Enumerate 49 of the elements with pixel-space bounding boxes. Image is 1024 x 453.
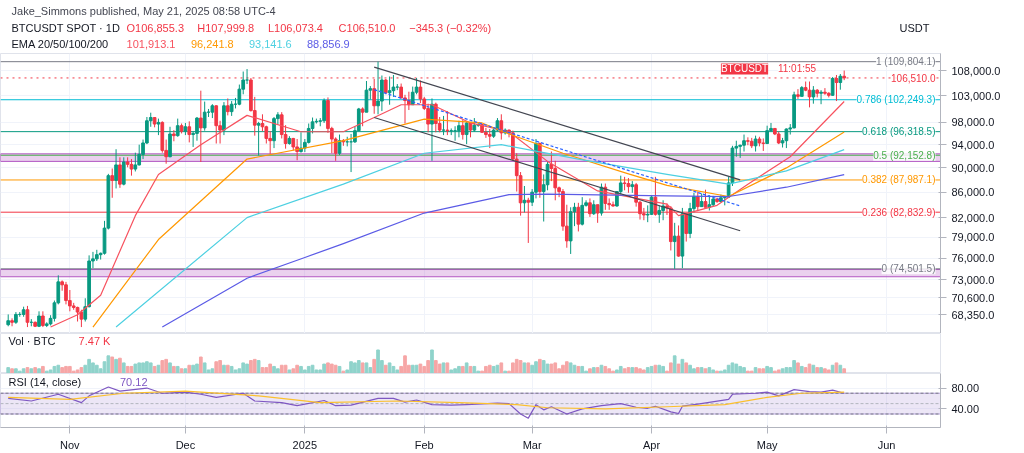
y-tick-label: 68,350.0: [951, 308, 995, 321]
ref-line-label: 0 (74,501.5): [881, 263, 936, 275]
text: EMA 20/50/100/200: [11, 37, 109, 50]
y-tick-label: 79,000.0: [951, 231, 995, 244]
text: −345.3 (−0.32%): [409, 21, 492, 34]
text: 93,141.6: [248, 37, 292, 50]
text: C106,510.0: [338, 21, 396, 34]
y-tick-label: 94,000.0: [951, 138, 995, 151]
y-tick-label: 80.00: [951, 382, 980, 395]
y-tick-label: 70,600.0: [951, 291, 995, 304]
annotation: 70.12: [120, 375, 148, 388]
y-tick-label: 98,000.0: [951, 116, 995, 129]
text: Jake_Simmons published, May 21, 2025 08:58 UTC-4: [11, 4, 276, 17]
x-tick-label: Jun: [877, 438, 896, 451]
text: L106,073.4: [267, 21, 323, 34]
text: 88,856.9: [306, 37, 350, 50]
text: H107,999.8: [197, 21, 255, 34]
ref-line-label: 1 (109,804.1): [876, 56, 936, 68]
ref-line-label: 0.236 (82,832.9): [862, 206, 936, 218]
y-tick-label: 86,000.0: [951, 186, 995, 199]
y-axis-title: USDT: [899, 21, 930, 34]
y-tick-label: 76,000.0: [951, 252, 995, 265]
text: 101,913.1: [126, 37, 176, 50]
ref-line-label: 0.786 (102,249.3): [856, 94, 936, 106]
x-tick-label: Dec: [175, 438, 196, 451]
chart-title: Vol · BTC: [8, 334, 56, 347]
annotation: 11:01:55: [777, 63, 817, 75]
x-tick-label: May: [756, 438, 779, 451]
chart-title: RSI (14, close): [8, 375, 82, 388]
x-tick-label: Feb: [414, 438, 434, 451]
ref-line-label: 106,510.0: [891, 72, 936, 84]
ref-line-label: 0.382 (87,987.1): [862, 174, 936, 186]
text: 96,241.8: [190, 37, 234, 50]
y-tick-label: 40.00: [951, 402, 980, 415]
chart-title: BTCUSDT SPOT · 1D: [11, 21, 120, 34]
y-tick-label: 73,000.0: [951, 273, 995, 286]
y-tick-label: 82,000.0: [951, 211, 995, 224]
text: 7.47 K: [78, 334, 112, 347]
text: O106,855.3: [126, 21, 185, 34]
y-tick-label: 103,000.0: [951, 89, 1001, 102]
ref-line-label: 0.5 (92,152.8): [873, 149, 936, 161]
x-tick-label: 2025: [292, 438, 318, 451]
x-tick-label: Mar: [522, 438, 542, 451]
x-tick-label: Nov: [60, 438, 81, 451]
ref-line-label: 0.618 (96,318.5): [862, 126, 936, 138]
x-tick-label: Apr: [643, 438, 661, 451]
y-tick-label: 108,000.0: [951, 64, 1001, 77]
y-tick-label: 90,000.0: [951, 161, 995, 174]
annotation: BTCUSDT: [720, 63, 769, 75]
